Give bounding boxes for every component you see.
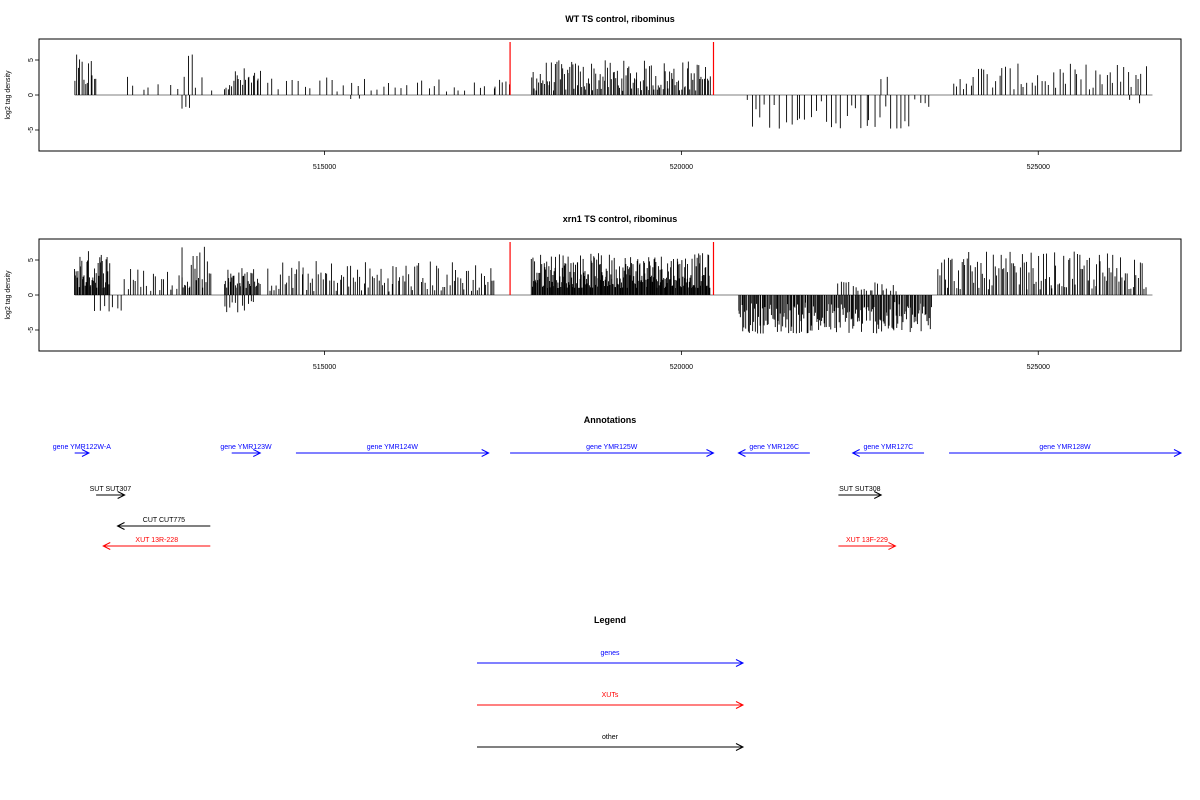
annotations-panel: Annotations gene YMR122W-A gene YMR123W ge… bbox=[53, 415, 1183, 550]
legend-item-label: XUTs bbox=[602, 692, 619, 699]
arrow-head bbox=[117, 491, 126, 499]
feature-arrow: gene YMR128W bbox=[949, 444, 1183, 457]
feature-arrow: gene YMR127C bbox=[851, 444, 925, 457]
arrow-head bbox=[735, 743, 745, 751]
x-tick-label: 520000 bbox=[670, 364, 693, 371]
data-bars bbox=[74, 246, 1147, 334]
annotations-title: Annotations bbox=[584, 415, 637, 425]
feature-label: SUT SUT307 bbox=[90, 486, 132, 493]
feature-label: gene YMR128W bbox=[1039, 444, 1091, 451]
feature-arrow: SUT SUT307 bbox=[90, 486, 132, 499]
feature-label: gene YMR124W bbox=[367, 444, 419, 451]
y-tick-label: 5 bbox=[28, 58, 35, 62]
x-tick-label: 525000 bbox=[1027, 164, 1050, 171]
x-tick-label: 515000 bbox=[313, 364, 336, 371]
legend-panel: Legend genes XUTs other bbox=[477, 615, 745, 751]
x-tick-label: 525000 bbox=[1027, 364, 1050, 371]
feature-arrow: CUT CUT775 bbox=[116, 517, 211, 530]
x-tick-label: 520000 bbox=[670, 164, 693, 171]
feature-arrow: XUT 13F-229 bbox=[838, 537, 897, 550]
panel-title: WT TS control, ribominus bbox=[565, 14, 675, 24]
legend-item-label: other bbox=[602, 734, 619, 741]
feature-label: CUT CUT775 bbox=[143, 517, 185, 524]
feature-label: gene YMR123W bbox=[220, 444, 272, 451]
feature-arrow: gene YMR126C bbox=[737, 444, 810, 457]
data-bars bbox=[74, 54, 1147, 129]
feature-arrow: SUT SUT308 bbox=[838, 486, 883, 499]
arrow-head bbox=[888, 542, 897, 550]
arrow-head bbox=[735, 701, 745, 709]
feature-label: XUT 13R-228 bbox=[135, 537, 178, 544]
feature-label: gene YMR125W bbox=[586, 444, 638, 451]
track-panel-2: xrn1 TS control, ribominus -5 0 5 log2 tag d… bbox=[5, 214, 1182, 371]
feature-arrow: gene YMR125W bbox=[510, 444, 715, 457]
legend-item-arrow: genes bbox=[477, 650, 745, 667]
arrow-head bbox=[102, 542, 111, 550]
feature-arrow: gene YMR124W bbox=[295, 444, 490, 457]
x-tick-label: 515000 bbox=[313, 164, 336, 171]
track-panels: WT TS control, ribominus -5 0 5 log2 tag den… bbox=[5, 14, 1182, 371]
y-tick-label: 0 bbox=[28, 93, 35, 97]
feature-label: gene YMR122W-A bbox=[53, 444, 111, 451]
legend-title: Legend bbox=[594, 615, 626, 625]
legend-item-label: genes bbox=[600, 650, 620, 657]
feature-label: SUT SUT308 bbox=[839, 486, 881, 493]
legend-item-arrow: other bbox=[477, 734, 745, 751]
feature-arrow: gene YMR123W bbox=[220, 444, 272, 457]
arrow-head bbox=[735, 659, 745, 667]
y-axis-label: log2 tag density bbox=[5, 70, 12, 120]
legend-item-arrow: XUTs bbox=[477, 692, 745, 709]
feature-label: gene YMR126C bbox=[749, 444, 799, 451]
feature-arrow: XUT 13R-228 bbox=[102, 537, 211, 550]
arrow-head bbox=[253, 449, 262, 457]
arrow-head bbox=[116, 522, 125, 530]
arrow-head bbox=[481, 449, 490, 457]
arrow-head bbox=[1173, 449, 1183, 457]
y-axis-label: log2 tag density bbox=[5, 270, 12, 320]
feature-arrow: gene YMR122W-A bbox=[53, 444, 111, 457]
track-panel-1: WT TS control, ribominus -5 0 5 log2 tag den… bbox=[5, 14, 1182, 171]
feature-label: gene YMR127C bbox=[864, 444, 914, 451]
arrow-head bbox=[706, 449, 715, 457]
arrow-head bbox=[81, 449, 91, 457]
y-tick-label: -5 bbox=[28, 327, 35, 333]
feature-label: XUT 13F-229 bbox=[846, 537, 888, 544]
arrow-head bbox=[737, 449, 746, 457]
y-tick-label: 0 bbox=[28, 293, 35, 297]
panel-title: xrn1 TS control, ribominus bbox=[563, 214, 678, 224]
y-tick-label: -5 bbox=[28, 127, 35, 133]
arrow-head bbox=[851, 449, 860, 457]
y-tick-label: 5 bbox=[28, 258, 35, 262]
arrow-head bbox=[874, 491, 883, 499]
